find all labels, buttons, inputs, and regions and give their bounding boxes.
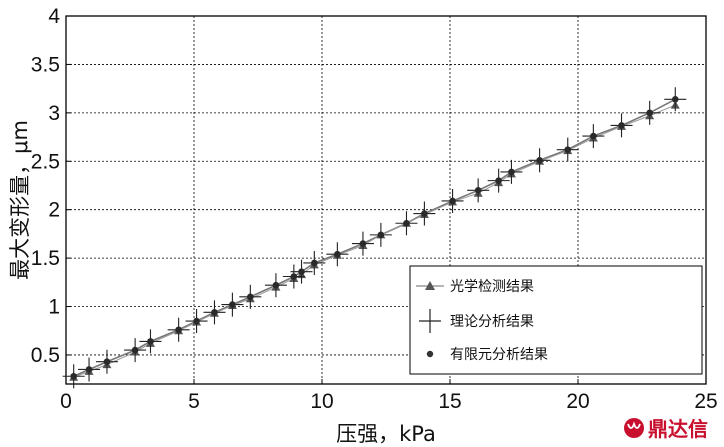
data-point-fea — [421, 210, 428, 217]
data-point-fea — [377, 231, 385, 239]
watermark-mark-icon — [627, 421, 641, 429]
x-tick-label: 0 — [60, 390, 72, 413]
y-axis-label: 最大变形量，μm — [8, 120, 32, 280]
plot-frame — [65, 15, 707, 385]
watermark-badge-icon — [624, 418, 644, 438]
x-tick-label: 20 — [566, 390, 589, 413]
data-point-fea — [298, 268, 305, 275]
x-tick-label: 10 — [310, 390, 333, 413]
x-tick-label: 25 — [694, 390, 717, 413]
data-point-fea — [131, 346, 139, 354]
data-point-fea — [147, 338, 154, 345]
legend-item-optical: 光学检测结果 — [416, 279, 534, 295]
data-point-fea — [103, 358, 111, 366]
data-point-fea — [449, 197, 456, 205]
data-point-fea — [193, 317, 200, 325]
data-point-fea — [290, 273, 298, 280]
x-axis-ticks: 0 5 10 15 20 25 — [60, 379, 718, 413]
data-point-fea — [671, 95, 679, 103]
legend-triangle-marker — [425, 281, 435, 290]
data-point-fea — [175, 326, 182, 334]
legend-label-fea: 有限元分析结果 — [450, 347, 548, 363]
legend-box — [409, 265, 703, 375]
x-axis-label: 压强，kPa — [336, 422, 436, 446]
legend-item-fea: 有限元分析结果 — [426, 347, 548, 363]
legend-dot-marker — [426, 350, 434, 358]
data-point-fea — [646, 109, 653, 117]
data-point-fea — [334, 250, 341, 258]
data-point-fea — [85, 366, 93, 373]
y-tick-label: 3.5 — [31, 53, 60, 76]
legend-item-theory: 理论分析结果 — [419, 309, 534, 333]
watermark-logo: 鼎达信 — [624, 417, 708, 441]
legend-label-theory: 理论分析结果 — [450, 314, 534, 330]
data-point-fea — [359, 240, 367, 247]
data-point-fea — [311, 259, 318, 267]
data-point-fea — [229, 301, 236, 308]
data-point-fea — [508, 168, 515, 176]
data-point-fea — [474, 187, 482, 194]
y-tick-label: 1.5 — [31, 247, 60, 270]
y-axis-ticks: 0.5 1 1.5 2 2.5 3 3.5 4 — [31, 5, 71, 367]
watermark-text: 鼎达信 — [648, 417, 708, 441]
x-tick-label: 15 — [438, 390, 461, 413]
y-tick-label: 0.5 — [31, 344, 60, 367]
series-layer — [62, 87, 687, 389]
data-point-fea — [564, 146, 572, 153]
data-point-fea — [536, 156, 543, 164]
data-point-fea — [272, 281, 280, 289]
data-point-fea — [247, 293, 254, 301]
data-point-fea — [403, 219, 410, 227]
legend: 光学检测结果 理论分析结果 有限元分析结果 — [409, 265, 703, 375]
y-tick-label: 2 — [48, 199, 60, 222]
data-point-fea — [590, 132, 597, 140]
y-tick-label: 4 — [48, 5, 60, 28]
data-point-fea — [70, 372, 77, 380]
legend-label-optical: 光学检测结果 — [450, 279, 534, 295]
data-point-fea — [211, 309, 218, 316]
legend-plus-marker — [419, 309, 441, 333]
y-tick-label: 1 — [48, 296, 60, 319]
y-tick-label: 3 — [48, 102, 60, 125]
data-point-fea — [618, 122, 625, 129]
y-tick-label: 2.5 — [31, 150, 60, 173]
data-point-fea — [495, 177, 502, 184]
x-tick-label: 5 — [188, 390, 200, 413]
